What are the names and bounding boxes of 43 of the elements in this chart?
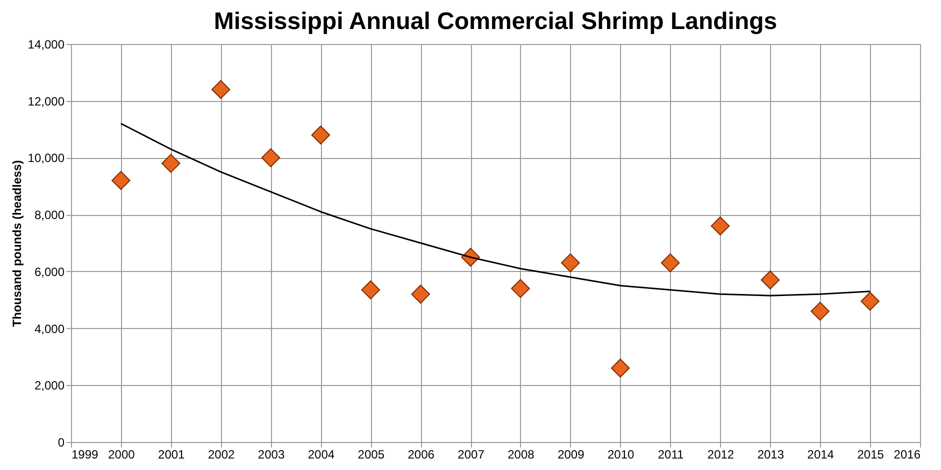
x-tick-label: 2014 (807, 448, 834, 462)
y-tick-label: 12,000 (28, 94, 65, 108)
point (111, 171, 130, 190)
x-tick-label: 2016 (894, 448, 921, 462)
x-tick-label: 2015 (857, 448, 884, 462)
x-tick-label: 2009 (558, 448, 585, 462)
point (261, 148, 280, 168)
point (660, 253, 680, 272)
point (810, 302, 830, 321)
x-tick-label: 2013 (757, 448, 784, 462)
y-tick-label: 2,000 (34, 378, 65, 393)
point (511, 279, 530, 298)
point (760, 270, 780, 290)
y-tick-label: 6,000 (34, 264, 65, 279)
x-tick-label: 2008 (508, 448, 535, 462)
y-tick-label: 14,000 (28, 38, 65, 52)
x-tick-label: 2000 (108, 448, 136, 462)
x-tick-label: 1999 (72, 448, 99, 462)
point (361, 280, 380, 300)
point (311, 126, 330, 144)
y-tick-label: 10,000 (28, 151, 65, 166)
point (560, 253, 580, 272)
x-tick-label: 2005 (358, 448, 385, 462)
x-tick-label: 2006 (408, 448, 435, 462)
y-tick-label: 8,000 (34, 208, 65, 222)
chart-title: Mississippi Annual Commercial Shrimp Landings (214, 8, 778, 35)
x-tick-label: 2002 (208, 448, 235, 462)
point (161, 154, 180, 173)
point (710, 216, 730, 236)
x-tick-label: 2004 (308, 448, 335, 462)
x-tick-label: 2010 (608, 448, 635, 462)
x-tick-label: 2003 (258, 448, 285, 462)
x-tick-label: 2007 (458, 448, 485, 462)
x-tick-label: 2011 (658, 448, 684, 462)
x-tick-label: 2001 (158, 448, 186, 462)
point (411, 284, 430, 304)
x-tick-label: 2012 (707, 448, 734, 462)
y-tick-label: 0 (58, 436, 65, 450)
point (860, 292, 880, 311)
point (211, 80, 230, 99)
point (610, 358, 630, 378)
y-axis-title: Thousand pounds (headless) (10, 160, 24, 327)
y-tick-label: 4,000 (34, 322, 65, 336)
